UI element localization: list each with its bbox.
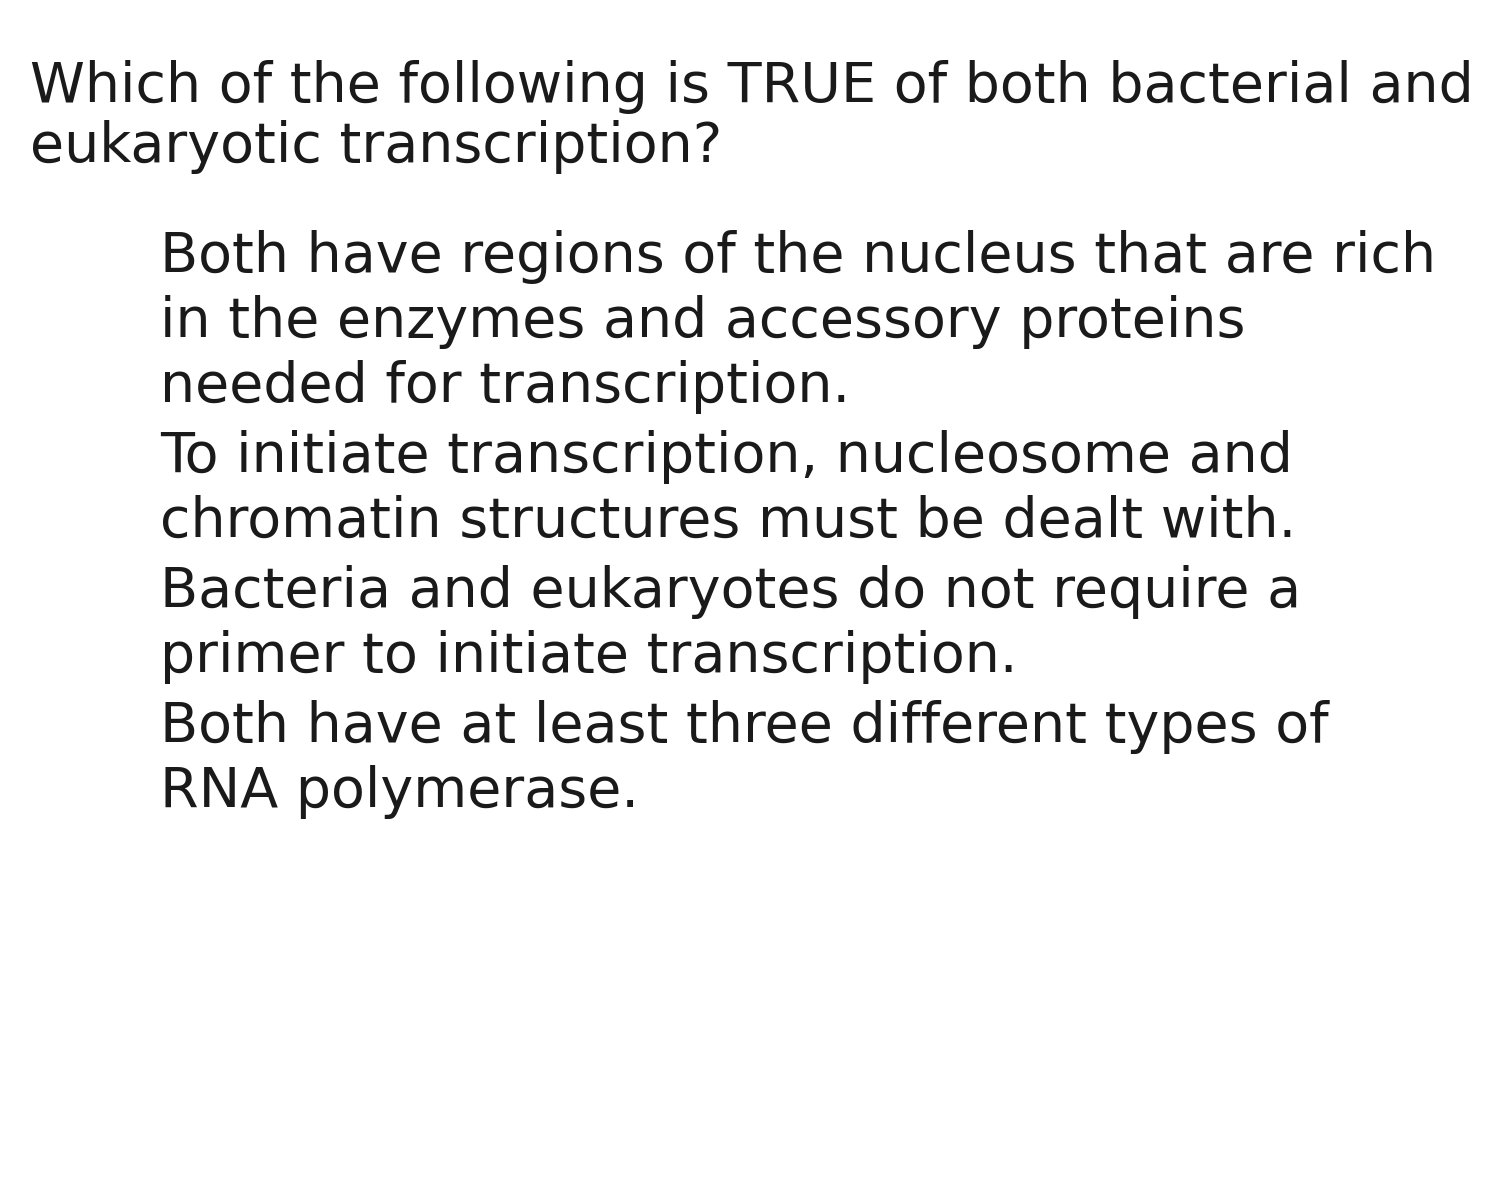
Text: Both have regions of the nucleus that are rich: Both have regions of the nucleus that ar…	[160, 230, 1436, 284]
Text: in the enzymes and accessory proteins: in the enzymes and accessory proteins	[160, 295, 1245, 349]
Text: RNA polymerase.: RNA polymerase.	[160, 765, 639, 819]
Text: Both have at least three different types of: Both have at least three different types…	[160, 700, 1329, 754]
Text: To initiate transcription, nucleosome and: To initiate transcription, nucleosome an…	[160, 430, 1293, 484]
Text: chromatin structures must be dealt with.: chromatin structures must be dealt with.	[160, 495, 1296, 549]
Text: Bacteria and eukaryotes do not require a: Bacteria and eukaryotes do not require a	[160, 565, 1300, 619]
Text: eukaryotic transcription?: eukaryotic transcription?	[30, 120, 723, 174]
Text: Which of the following is TRUE of both bacterial and: Which of the following is TRUE of both b…	[30, 60, 1473, 114]
Text: needed for transcription.: needed for transcription.	[160, 360, 850, 414]
Text: primer to initiate transcription.: primer to initiate transcription.	[160, 630, 1017, 684]
